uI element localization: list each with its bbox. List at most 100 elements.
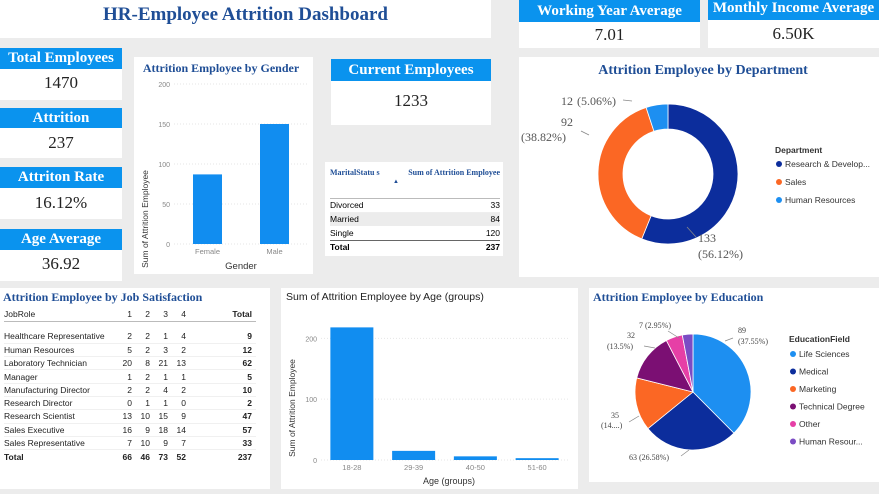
bar[interactable] [453, 456, 497, 460]
edu-labels: 7 (2.95%) 32 (13.5%) 89 (37.55%) 35 (14.… [601, 321, 768, 462]
dept-labels: 12 (5.06%) 92 (38.82%) 133 (56.12%) [521, 94, 743, 261]
dept-legend: Research & Develop... Sales Human Resour… [776, 159, 870, 205]
job-header-3[interactable]: 3 [163, 308, 168, 319]
marital-header-attrition[interactable]: Sum of Attrition Employee [408, 168, 500, 177]
job-cell: 4 [150, 383, 168, 397]
legend-dot [776, 179, 782, 185]
dept-legend-item[interactable]: Sales [785, 177, 806, 187]
pie-slice[interactable] [645, 103, 669, 132]
job-cell: 57 [186, 423, 256, 437]
current-employees-label: Current Employees [331, 59, 491, 81]
legend-dot [790, 438, 796, 445]
table-row: Human Resources 5 2 3 2 12 [4, 343, 256, 358]
job-cell: 237 [237, 451, 252, 462]
gender-chart-title: Attrition Employee by Gender [143, 61, 300, 75]
table-row: Single 120 [330, 226, 500, 240]
table-row: Sales Executive 16 9 18 14 57 [4, 423, 256, 437]
job-cell: 4 [168, 330, 186, 344]
job-header-role[interactable]: JobRole [4, 308, 36, 319]
marital-cell: 120 [485, 227, 500, 238]
y-tick-label: 150 [158, 122, 170, 129]
job-cell: Sales Executive [4, 423, 118, 437]
edu-legend-item[interactable]: Human Resour... [799, 437, 863, 447]
job-cell: 5 [186, 369, 256, 384]
job-cell: 1 [168, 369, 186, 384]
marital-cell: Married [330, 214, 359, 225]
marital-total-label: Total [330, 242, 350, 253]
dept-legend-item[interactable]: Research & Develop... [785, 159, 870, 169]
table-total-row: Total 66 46 73 52 237 [4, 450, 256, 463]
sort-ascending-icon[interactable]: ▲ [393, 179, 399, 185]
job-cell: 2 [118, 383, 132, 397]
bar[interactable] [260, 124, 289, 244]
job-header-1[interactable]: 1 [127, 308, 132, 319]
department-chart[interactable]: Attrition Employee by Department 12 (5.0… [519, 57, 879, 277]
age-average-card: Age Average 36.92 [0, 229, 122, 281]
job-cell: 33 [186, 436, 256, 451]
dept-label-hr-pct: (5.06%) [577, 94, 616, 108]
pie-slice[interactable] [597, 107, 655, 240]
job-cell: 1 [132, 396, 150, 411]
job-cell: 9 [150, 436, 168, 451]
edu-legend-item[interactable]: Technical Degree [799, 402, 865, 412]
y-tick-label: 50 [162, 202, 170, 209]
job-header-4[interactable]: 4 [181, 308, 186, 319]
marital-header-status[interactable]: MaritalStatu s [330, 168, 380, 177]
edu-legend-item[interactable]: Medical [799, 367, 828, 377]
edu-legend-title: EducationField [789, 334, 850, 344]
age-average-value: 36.92 [41, 254, 81, 273]
bar[interactable] [515, 458, 559, 460]
table-row: Laboratory Technician 20 8 21 13 62 [4, 356, 256, 371]
pie-slice[interactable] [647, 391, 735, 451]
education-chart[interactable]: Attrition Employee by Education 7 (2.95%… [589, 288, 879, 482]
job-cell: Healthcare Representative [4, 330, 118, 344]
dept-label-hr-value: 12 [561, 94, 573, 108]
gender-chart[interactable]: Attrition Employee by Gender Sum of Attr… [134, 57, 313, 274]
edu-label-tech-pct: (13.5%) [607, 342, 633, 351]
total-employees-card: Total Employees 1470 [0, 48, 122, 100]
gender-x-axis-label: Gender [225, 261, 257, 272]
marital-cell: Divorced [330, 198, 390, 213]
x-tick-label: 18-28 [342, 463, 361, 472]
pie-slice[interactable] [681, 333, 694, 393]
table-row: Divorced 33 [330, 198, 500, 213]
edu-legend-item[interactable]: Marketing [799, 384, 837, 394]
job-header-2[interactable]: 2 [145, 308, 150, 319]
table-row: Research Scientist 13 10 15 9 47 [4, 409, 256, 424]
job-header-total[interactable]: Total [232, 308, 252, 319]
job-cell: 2 [168, 343, 186, 358]
job-cell: 73 [158, 451, 168, 462]
bar[interactable] [330, 327, 374, 460]
job-cell: 15 [150, 409, 168, 424]
edu-legend-item[interactable]: Other [799, 419, 820, 429]
age-chart[interactable]: Sum of Attrition Employee by Age (groups… [281, 288, 578, 489]
y-tick-label: 0 [313, 458, 317, 465]
edu-label-marketing-value: 35 [611, 411, 619, 420]
bar[interactable] [392, 450, 436, 460]
current-employees-value: 1233 [394, 91, 428, 110]
job-cell: Sales Representative [4, 436, 118, 451]
job-cell: 2 [132, 330, 150, 344]
pie-slice[interactable] [692, 333, 752, 434]
job-cell: 2 [132, 343, 150, 358]
pie-slice[interactable] [641, 103, 739, 245]
dept-label-rd-value: 133 [698, 231, 716, 245]
job-cell: 46 [140, 451, 150, 462]
edu-label-tech-value: 32 [627, 331, 635, 340]
edu-label-life-pct: (37.55%) [738, 337, 768, 346]
gender-y-axis-label: Sum of Attrition Employee [140, 170, 150, 268]
dept-legend-item[interactable]: Human Resources [785, 195, 855, 205]
job-cell: 66 [122, 451, 132, 462]
job-cell: 1 [150, 369, 168, 384]
edu-legend-item[interactable]: Life Sciences [799, 349, 850, 359]
page-title: HR-Employee Attrition Dashboard [103, 4, 388, 25]
bar[interactable] [193, 174, 222, 244]
job-cell: 2 [132, 383, 150, 397]
total-employees-value: 1470 [44, 73, 78, 92]
title-card: HR-Employee Attrition Dashboard [0, 0, 491, 38]
table-row: Manufacturing Director 2 2 4 2 10 [4, 383, 256, 397]
age-chart-card: Sum of Attrition Employee by Age (groups… [281, 288, 578, 489]
pie-slice[interactable] [634, 377, 694, 430]
legend-dot [776, 161, 782, 167]
job-cell: 10 [132, 409, 150, 424]
